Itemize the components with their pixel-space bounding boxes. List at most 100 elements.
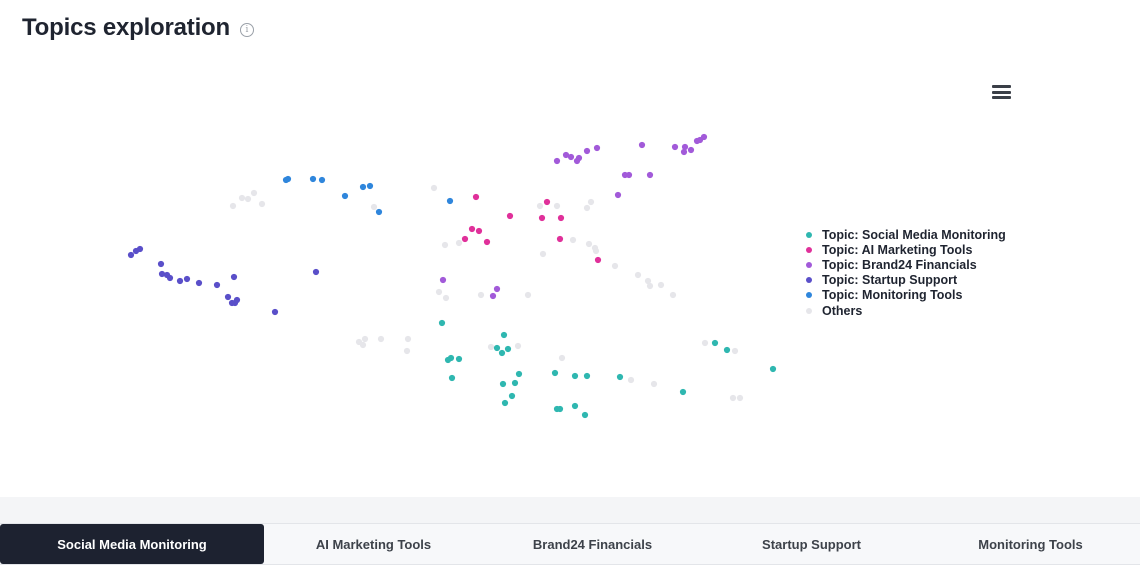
scatter-point[interactable]: [430, 184, 438, 192]
scatter-point[interactable]: [312, 268, 320, 276]
scatter-point[interactable]: [575, 154, 583, 162]
scatter-point[interactable]: [136, 245, 144, 253]
scatter-point[interactable]: [567, 153, 575, 161]
scatter-point[interactable]: [646, 171, 654, 179]
scatter-point[interactable]: [569, 236, 577, 244]
scatter-point[interactable]: [594, 256, 602, 264]
scatter-point[interactable]: [500, 331, 508, 339]
scatter-point[interactable]: [501, 399, 509, 407]
scatter-point[interactable]: [127, 251, 135, 259]
scatter-point[interactable]: [634, 271, 642, 279]
legend-item[interactable]: Others: [806, 303, 1006, 318]
scatter-point[interactable]: [583, 372, 591, 380]
scatter-point[interactable]: [657, 281, 665, 289]
scatter-point[interactable]: [556, 405, 564, 413]
scatter-point[interactable]: [444, 356, 452, 364]
legend-item[interactable]: Topic: Brand24 Financials: [806, 257, 1006, 272]
scatter-point[interactable]: [404, 335, 412, 343]
scatter-point[interactable]: [711, 339, 719, 347]
scatter-point[interactable]: [183, 275, 191, 283]
scatter-point[interactable]: [638, 141, 646, 149]
scatter-point[interactable]: [318, 176, 326, 184]
tab-ai-marketing-tools[interactable]: AI Marketing Tools: [315, 536, 432, 552]
scatter-point[interactable]: [158, 270, 166, 278]
scatter-point[interactable]: [558, 354, 566, 362]
scatter-point[interactable]: [646, 282, 654, 290]
scatter-point[interactable]: [468, 225, 476, 233]
scatter-point[interactable]: [483, 238, 491, 246]
scatter-point[interactable]: [571, 372, 579, 380]
tab-monitoring-tools[interactable]: Monitoring Tools: [978, 536, 1083, 552]
scatter-point[interactable]: [493, 344, 501, 352]
legend-item[interactable]: Topic: Startup Support: [806, 273, 1006, 288]
scatter-point[interactable]: [627, 376, 635, 384]
scatter-point[interactable]: [557, 214, 565, 222]
legend-item[interactable]: Topic: Monitoring Tools: [806, 288, 1006, 303]
scatter-point[interactable]: [701, 339, 709, 347]
scatter-point[interactable]: [359, 341, 367, 349]
scatter-point[interactable]: [511, 379, 519, 387]
scatter-point[interactable]: [233, 296, 241, 304]
scatter-point[interactable]: [499, 380, 507, 388]
scatter-point[interactable]: [644, 277, 652, 285]
scatter-point[interactable]: [571, 402, 579, 410]
scatter-point[interactable]: [309, 175, 317, 183]
tab-startup-support[interactable]: Startup Support: [762, 536, 861, 552]
scatter-point[interactable]: [583, 204, 591, 212]
scatter-point[interactable]: [341, 192, 349, 200]
scatter-point[interactable]: [723, 346, 731, 354]
scatter-point[interactable]: [477, 291, 485, 299]
scatter-point[interactable]: [553, 202, 561, 210]
tab-social-media-monitoring[interactable]: Social Media Monitoring: [0, 524, 264, 564]
scatter-point[interactable]: [487, 343, 495, 351]
scatter-point[interactable]: [361, 335, 369, 343]
hamburger-menu-icon[interactable]: [992, 85, 1011, 99]
scatter-point[interactable]: [366, 182, 374, 190]
scatter-point[interactable]: [224, 293, 232, 301]
scatter-point[interactable]: [729, 394, 737, 402]
scatter-point[interactable]: [493, 285, 501, 293]
scatter-point[interactable]: [213, 281, 221, 289]
scatter-point[interactable]: [539, 250, 547, 258]
scatter-point[interactable]: [731, 347, 739, 355]
legend-item[interactable]: Topic: Social Media Monitoring: [806, 227, 1006, 242]
scatter-point[interactable]: [625, 171, 633, 179]
scatter-point[interactable]: [244, 195, 252, 203]
scatter-point[interactable]: [446, 197, 454, 205]
scatter-point[interactable]: [553, 157, 561, 165]
scatter-point[interactable]: [472, 193, 480, 201]
scatter-point[interactable]: [359, 183, 367, 191]
scatter-point[interactable]: [515, 370, 523, 378]
scatter-point[interactable]: [556, 235, 564, 243]
scatter-point[interactable]: [669, 291, 677, 299]
scatter-point[interactable]: [403, 347, 411, 355]
scatter-point[interactable]: [736, 394, 744, 402]
scatter-point[interactable]: [195, 279, 203, 287]
scatter-point[interactable]: [680, 148, 688, 156]
scatter-point[interactable]: [157, 260, 165, 268]
scatter-point[interactable]: [551, 369, 559, 377]
scatter-point[interactable]: [284, 175, 292, 183]
scatter-point[interactable]: [593, 144, 601, 152]
scatter-point[interactable]: [506, 212, 514, 220]
scatter-point[interactable]: [370, 203, 378, 211]
scatter-point[interactable]: [614, 191, 622, 199]
scatter-point[interactable]: [587, 198, 595, 206]
legend-item[interactable]: Topic: AI Marketing Tools: [806, 242, 1006, 257]
scatter-point[interactable]: [538, 214, 546, 222]
scatter-point[interactable]: [583, 147, 591, 155]
scatter-point[interactable]: [439, 276, 447, 284]
scatter-point[interactable]: [250, 189, 258, 197]
tab-brand24-financials[interactable]: Brand24 Financials: [532, 536, 653, 552]
scatter-point[interactable]: [238, 194, 246, 202]
scatter-point[interactable]: [562, 151, 570, 159]
scatter-point[interactable]: [769, 365, 777, 373]
scatter-point[interactable]: [536, 202, 544, 210]
scatter-point[interactable]: [455, 355, 463, 363]
scatter-point[interactable]: [375, 208, 383, 216]
scatter-point[interactable]: [229, 202, 237, 210]
scatter-point[interactable]: [461, 235, 469, 243]
scatter-point[interactable]: [258, 200, 266, 208]
scatter-point[interactable]: [700, 133, 708, 141]
scatter-point[interactable]: [166, 274, 174, 282]
